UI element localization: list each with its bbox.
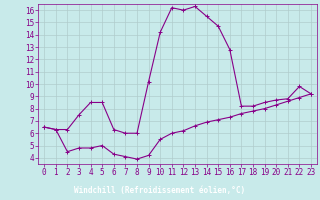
Text: Windchill (Refroidissement éolien,°C): Windchill (Refroidissement éolien,°C) [75, 186, 245, 196]
